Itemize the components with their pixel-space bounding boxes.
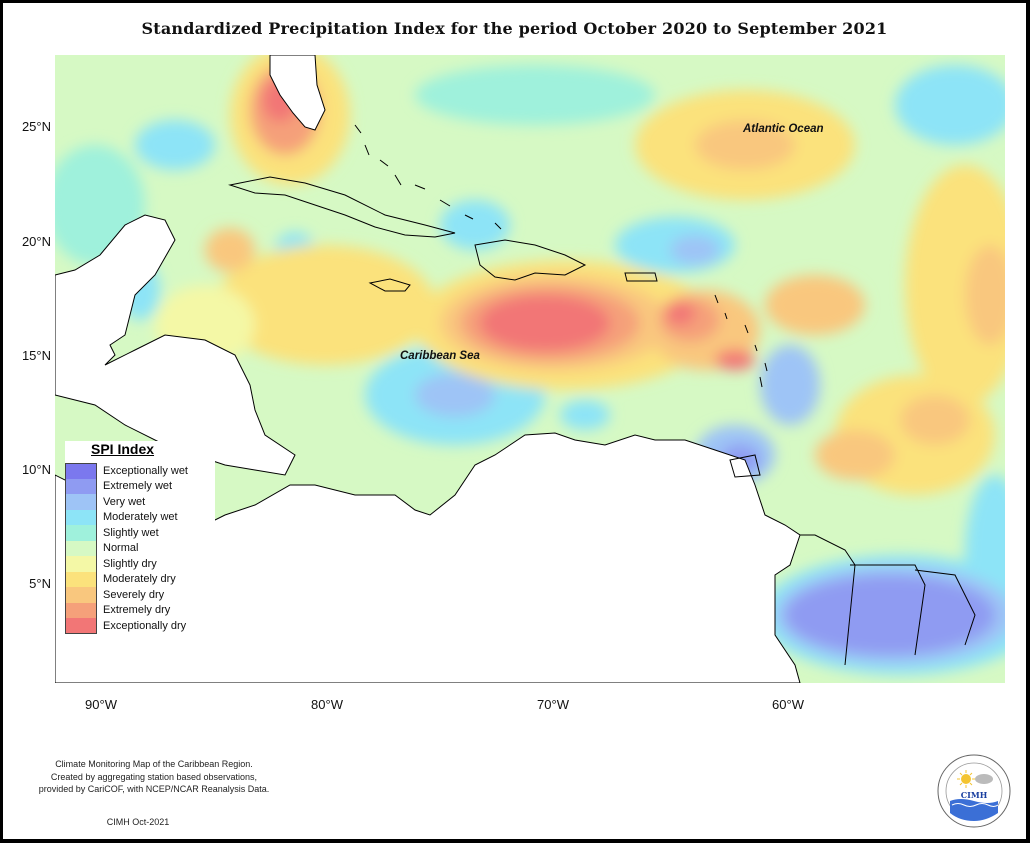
lon-label-80w: 80°W xyxy=(311,697,343,712)
legend-item: Moderately wet xyxy=(65,509,215,525)
legend-item: Slightly wet xyxy=(65,525,215,541)
legend-label: Extremely dry xyxy=(103,604,171,617)
legend-swatch xyxy=(65,494,97,510)
lat-label-20n: 20°N xyxy=(21,234,51,249)
credit-date: CIMH Oct-2021 xyxy=(106,817,170,827)
legend-swatch xyxy=(65,463,97,479)
legend-swatch xyxy=(65,587,97,603)
legend-label: Very wet xyxy=(103,495,146,508)
spi-map: Atlantic Ocean Caribbean Sea xyxy=(55,55,1005,683)
legend-swatch xyxy=(65,509,97,525)
legend-rows: Exceptionally wet Extremely wet Very wet… xyxy=(65,463,215,634)
lon-label-60w: 60°W xyxy=(772,697,804,712)
legend-item: Severely dry xyxy=(65,587,215,603)
legend-swatch xyxy=(65,478,97,494)
legend-swatch xyxy=(65,571,97,587)
legend-swatch xyxy=(65,602,97,618)
legend-item: Extremely wet xyxy=(65,478,215,494)
legend-label: Extremely wet xyxy=(103,480,173,493)
lat-label-10n: 10°N xyxy=(21,462,51,477)
lon-label-70w: 70°W xyxy=(537,697,569,712)
legend-swatch xyxy=(65,618,97,634)
spi-legend: SPI Index Exceptionally wet Extremely we… xyxy=(65,441,215,634)
legend-swatch xyxy=(65,556,97,572)
legend-label: Slightly wet xyxy=(103,526,159,539)
credit-line-3: provided by CariCOF, with NCEP/NCAR Rean… xyxy=(38,784,270,794)
legend-swatch xyxy=(65,540,97,556)
atlantic-ocean-label: Atlantic Ocean xyxy=(743,123,824,135)
lon-label-90w: 90°W xyxy=(85,697,117,712)
logo-text: CIMH xyxy=(961,790,988,800)
legend-item: Moderately dry xyxy=(65,571,215,587)
legend-title: SPI Index xyxy=(91,441,155,457)
legend-label: Severely dry xyxy=(103,588,165,601)
legend-label: Exceptionally wet xyxy=(103,464,188,477)
credit-line-2: Created by aggregating station based obs… xyxy=(50,771,258,782)
legend-item: Normal xyxy=(65,540,215,556)
cimh-logo: CIMH xyxy=(937,754,1011,828)
legend-item: Exceptionally wet xyxy=(65,463,215,479)
caribbean-sea-label: Caribbean Sea xyxy=(400,350,480,362)
credit-text: Climate Monitoring Map of the Caribbean … xyxy=(29,758,279,796)
legend-label: Exceptionally dry xyxy=(103,619,187,632)
lat-label-25n: 25°N xyxy=(21,119,51,134)
map-canvas xyxy=(55,55,1005,683)
legend-label: Normal xyxy=(103,542,139,555)
credit-line-1: Climate Monitoring Map of the Caribbean … xyxy=(55,759,253,769)
lat-label-15n: 15°N xyxy=(21,348,51,363)
legend-label: Moderately dry xyxy=(103,573,176,586)
legend-item: Exceptionally dry xyxy=(65,618,215,634)
legend-item: Slightly dry xyxy=(65,556,215,572)
legend-item: Very wet xyxy=(65,494,215,510)
legend-label: Slightly dry xyxy=(103,557,157,570)
lat-label-5n: 5°N xyxy=(29,576,51,591)
map-frame: Standardized Precipitation Index for the… xyxy=(3,3,1026,839)
legend-label: Moderately wet xyxy=(103,511,178,524)
legend-item: Extremely dry xyxy=(65,602,215,618)
legend-swatch xyxy=(65,525,97,541)
map-title: Standardized Precipitation Index for the… xyxy=(141,19,888,38)
